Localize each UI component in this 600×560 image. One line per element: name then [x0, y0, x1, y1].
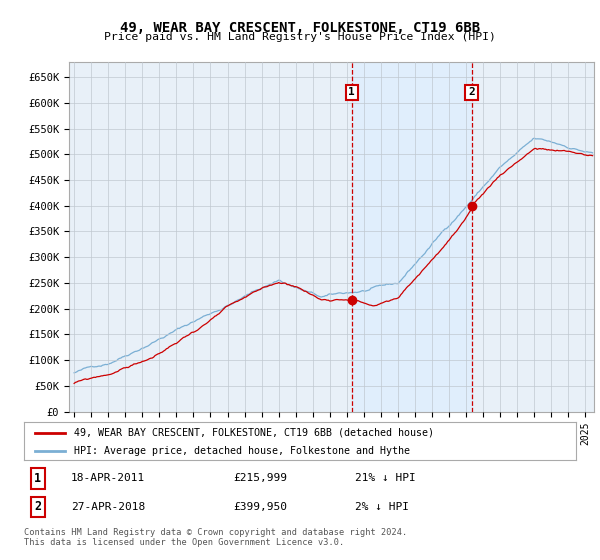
Text: Price paid vs. HM Land Registry's House Price Index (HPI): Price paid vs. HM Land Registry's House … — [104, 32, 496, 43]
Text: 49, WEAR BAY CRESCENT, FOLKESTONE, CT19 6BB: 49, WEAR BAY CRESCENT, FOLKESTONE, CT19 … — [120, 21, 480, 35]
Text: 2% ↓ HPI: 2% ↓ HPI — [355, 502, 409, 512]
Text: £215,999: £215,999 — [234, 474, 288, 483]
Text: 49, WEAR BAY CRESCENT, FOLKESTONE, CT19 6BB (detached house): 49, WEAR BAY CRESCENT, FOLKESTONE, CT19 … — [74, 427, 434, 437]
Bar — [352, 62, 472, 412]
Text: Contains HM Land Registry data © Crown copyright and database right 2024.
This d: Contains HM Land Registry data © Crown c… — [24, 528, 407, 547]
Text: 1: 1 — [349, 87, 355, 97]
Text: 1: 1 — [34, 472, 41, 485]
Text: 21% ↓ HPI: 21% ↓ HPI — [355, 474, 416, 483]
Text: £399,950: £399,950 — [234, 502, 288, 512]
Text: 18-APR-2011: 18-APR-2011 — [71, 474, 145, 483]
Text: HPI: Average price, detached house, Folkestone and Hythe: HPI: Average price, detached house, Folk… — [74, 446, 410, 456]
Text: 2: 2 — [468, 87, 475, 97]
Text: 27-APR-2018: 27-APR-2018 — [71, 502, 145, 512]
Text: 2: 2 — [34, 501, 41, 514]
